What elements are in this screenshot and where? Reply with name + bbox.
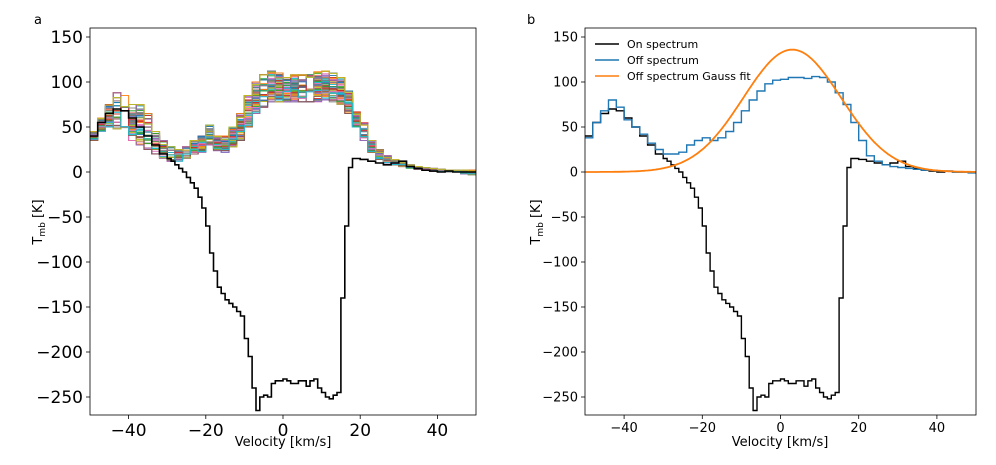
y-tick-label: −200 [36, 343, 83, 363]
y-tick-label: 0 [570, 166, 578, 181]
x-tick-label: 0 [278, 421, 289, 441]
y-tick-label: −200 [542, 346, 578, 361]
legend-gauss-fit: Off spectrum Gauss fit [595, 70, 751, 83]
panel-b-letter: b [527, 13, 535, 28]
legend-label: Off spectrum [627, 54, 699, 67]
panel-a-series-group [90, 70, 476, 412]
y-tick-label: 150 [51, 28, 83, 48]
off-spectrum-line [90, 88, 476, 175]
y-tick-label: −150 [542, 301, 578, 316]
x-tick-label: 20 [349, 421, 371, 441]
panel-b-x-ticks: −40 −20 0 20 40 [610, 415, 945, 436]
panel-b-y-axis-label: Tmb [K] [529, 199, 546, 245]
on-spectrum-line [90, 108, 476, 412]
panel-b-plot-area [585, 48, 976, 412]
y-tick-label: 100 [553, 76, 578, 91]
off-spectrum-line [90, 92, 476, 176]
x-tick-label: 40 [929, 421, 946, 436]
panel-a-y-axis-label: Tmb [K] [31, 199, 48, 245]
y-tick-label: 150 [553, 31, 578, 46]
y-tick-label: −250 [36, 388, 83, 408]
panel-b-y-axis-label-main: T [529, 237, 544, 246]
off-spectrum-line [90, 92, 476, 175]
panel-a: a −40 −20 0 20 40 150100500−50−100−150−200−2… [31, 13, 477, 450]
y-tick-label: 100 [51, 73, 83, 93]
y-tick-label: 0 [72, 163, 83, 183]
x-tick-label: −40 [610, 421, 637, 436]
y-tick-label: −50 [47, 208, 83, 228]
panel-a-x-axis-label: Velocity [km/s] [235, 435, 332, 450]
panel-a-y-axis-label-unit: [K] [31, 199, 46, 218]
legend-on-spectrum: On spectrum [595, 38, 698, 51]
off-spectrum-line [90, 89, 476, 176]
legend-label: On spectrum [627, 38, 698, 51]
legend-label: Off spectrum Gauss fit [627, 70, 751, 83]
panel-a-y-ticks: 150 100 50 0 −50 −100 −150 −200 −250 [36, 28, 90, 408]
on-spectrum-line [585, 108, 976, 412]
panel-a-y-axis-label-sub: mb [38, 222, 48, 237]
panel-b-frame [584, 27, 977, 416]
panel-b-y-axis-label-sub: mb [536, 222, 546, 237]
panel-b-x-axis-label: Velocity [km/s] [732, 435, 829, 450]
y-tick-label: −250 [542, 391, 578, 406]
y-tick-label: −100 [542, 256, 578, 271]
off-spectrum-line [90, 91, 476, 176]
x-tick-label: 0 [776, 421, 784, 436]
y-tick-label: 50 [561, 121, 578, 136]
panel-a-plot-area [90, 70, 476, 412]
panel-a-letter: a [34, 13, 42, 28]
y-tick-label: −50 [551, 211, 578, 226]
off-spectrum-line [585, 75, 976, 174]
panel-b-y-axis-label-unit: [K] [529, 199, 544, 218]
x-tick-label: −20 [689, 421, 716, 436]
y-tick-label: −100 [36, 253, 83, 273]
panel-b: b −40 −20 0 20 40 150100500−50−100−150−200−2… [527, 13, 977, 450]
panel-a-x-ticks: −40 −20 0 20 40 [111, 415, 449, 441]
x-tick-label: −20 [188, 421, 224, 441]
panel-b-legend: On spectrum Off spectrum Off spectrum Gaus… [595, 38, 751, 83]
legend-off-spectrum: Off spectrum [595, 54, 699, 67]
panel-b-series-group [585, 48, 976, 412]
x-tick-label: 20 [850, 421, 867, 436]
panel-b-y-ticks: 150 100 50 0 −50 −100 −150 −200 −250 [542, 31, 585, 406]
gauss-fit-line [585, 48, 976, 173]
off-spectrum-line [90, 90, 476, 176]
y-tick-label: −150 [36, 298, 83, 318]
y-tick-label: 50 [61, 118, 83, 138]
x-tick-label: 40 [427, 421, 449, 441]
panel-a-y-axis-label-main: T [31, 237, 46, 246]
x-tick-label: −40 [111, 421, 147, 441]
